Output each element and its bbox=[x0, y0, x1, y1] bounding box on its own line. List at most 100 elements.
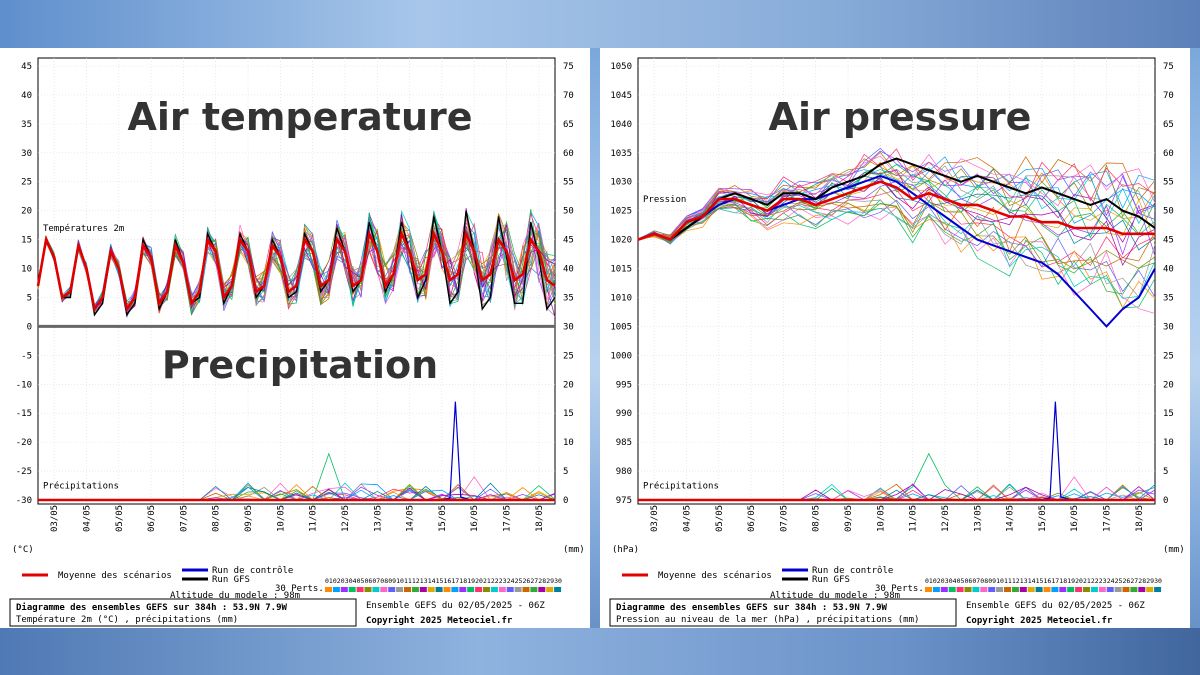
member-number: 23 bbox=[499, 577, 507, 585]
pressure-member-line bbox=[637, 203, 1156, 295]
left-axis-tick: 975 bbox=[616, 496, 632, 506]
x-axis-tick: 06/05 bbox=[747, 505, 757, 532]
left-axis-tick: 1000 bbox=[610, 351, 632, 361]
x-axis-tick: 12/05 bbox=[941, 505, 951, 532]
x-axis-tick: 10/05 bbox=[876, 505, 886, 532]
right-axis-tick: 65 bbox=[1163, 120, 1174, 130]
member-number: 09 bbox=[388, 577, 396, 585]
x-axis-tick: 04/05 bbox=[682, 505, 692, 532]
member-color-swatch bbox=[1114, 587, 1122, 592]
footer-subtitle: Température 2m (°C) , précipitations (mm… bbox=[16, 614, 238, 625]
legend-perts-label: 30 Perts. bbox=[275, 584, 324, 594]
right-axis-tick: 30 bbox=[563, 322, 574, 332]
footer-copyright: Copyright 2025 Meteociel.fr bbox=[966, 615, 1113, 626]
precip-control-peak bbox=[1039, 401, 1072, 501]
right-axis-tick: 25 bbox=[1163, 351, 1174, 361]
member-color-swatch bbox=[1043, 587, 1051, 592]
footer-title: Diagramme des ensembles GEFS sur 384h : … bbox=[616, 602, 888, 613]
right-axis-tick: 30 bbox=[1163, 322, 1174, 332]
inner-label-bottom: Précipitations bbox=[643, 480, 719, 491]
left-unit-label: (°C) bbox=[12, 545, 34, 555]
left-axis-tick: 990 bbox=[616, 409, 632, 419]
legend-control-label: Run de contrôle bbox=[812, 565, 893, 576]
left-unit-label: (hPa) bbox=[612, 545, 639, 555]
member-color-swatch bbox=[1146, 587, 1154, 592]
member-color-swatch bbox=[332, 587, 340, 592]
left-axis-tick: 985 bbox=[616, 438, 632, 448]
member-number: 07 bbox=[372, 577, 380, 585]
right-axis-tick: 70 bbox=[1163, 91, 1174, 101]
right-axis-tick: 45 bbox=[563, 236, 574, 246]
member-number: 26 bbox=[1123, 577, 1131, 585]
member-number: 18 bbox=[459, 577, 467, 585]
member-color-swatch bbox=[380, 587, 388, 592]
pressure-member-line bbox=[637, 199, 1156, 298]
member-color-swatch bbox=[996, 587, 1004, 592]
member-color-swatch bbox=[1019, 587, 1027, 592]
member-color-swatch bbox=[348, 587, 356, 592]
member-color-swatch bbox=[427, 587, 435, 592]
footer-copyright: Copyright 2025 Meteociel.fr bbox=[366, 615, 513, 626]
x-axis-tick: 10/05 bbox=[276, 505, 286, 532]
x-axis-tick: 04/05 bbox=[82, 505, 92, 532]
member-color-swatch bbox=[964, 587, 972, 592]
member-number: 04 bbox=[349, 577, 357, 585]
left-axis-tick: 0 bbox=[27, 322, 32, 332]
member-color-swatch bbox=[972, 587, 980, 592]
pressure-member-line bbox=[637, 165, 1156, 240]
left-axis-tick: -25 bbox=[16, 467, 32, 477]
pressure-chart: 1050104510401035103010251020101510101005… bbox=[609, 57, 1185, 627]
x-axis-tick: 05/05 bbox=[115, 505, 125, 532]
member-color-swatch bbox=[988, 587, 996, 592]
right-axis-tick: 5 bbox=[563, 467, 568, 477]
footer-subtitle: Pression au niveau de la mer (hPa) , pré… bbox=[616, 614, 919, 625]
member-number: 13 bbox=[420, 577, 428, 585]
x-axis-tick: 13/05 bbox=[373, 505, 383, 532]
member-color-swatch bbox=[372, 587, 380, 592]
member-number: 20 bbox=[1075, 577, 1083, 585]
pressure-member-line bbox=[637, 199, 1156, 298]
member-number: 27 bbox=[530, 577, 538, 585]
member-color-swatch bbox=[498, 587, 506, 592]
member-color-swatch bbox=[1122, 587, 1130, 592]
plot-frame bbox=[637, 57, 1156, 505]
left-axis-tick: 10 bbox=[21, 265, 32, 275]
x-axis-tick: 06/05 bbox=[147, 505, 157, 532]
precip-member-line bbox=[638, 452, 1155, 501]
member-color-swatch bbox=[980, 587, 988, 592]
member-color-swatch bbox=[1090, 587, 1098, 592]
member-number: 03 bbox=[341, 577, 349, 585]
left-axis-tick: 980 bbox=[616, 467, 632, 477]
member-number: 02 bbox=[333, 577, 341, 585]
member-color-swatch bbox=[1154, 587, 1162, 592]
member-number: 23 bbox=[1099, 577, 1107, 585]
left-axis-tick: 5 bbox=[27, 293, 32, 303]
member-number: 10 bbox=[996, 577, 1004, 585]
member-number: 30 bbox=[1154, 577, 1162, 585]
x-axis-tick: 18/05 bbox=[1135, 505, 1145, 532]
member-number: 05 bbox=[357, 577, 365, 585]
member-color-swatch bbox=[1004, 587, 1011, 592]
member-number: 14 bbox=[428, 577, 436, 585]
pressure-member-line bbox=[637, 147, 1156, 240]
pressure-mean-line bbox=[637, 180, 1155, 242]
x-axis-tick: 17/05 bbox=[503, 505, 513, 532]
right-axis-tick: 50 bbox=[1163, 207, 1174, 217]
left-axis-tick: 1035 bbox=[610, 149, 632, 159]
member-color-swatch bbox=[538, 587, 546, 592]
member-color-swatch bbox=[1067, 587, 1075, 592]
right-axis-tick: 10 bbox=[1163, 438, 1174, 448]
temperature-panel: 45 40 35 30 25 20 15 10 5 0 -5 -10 -15 -20 -25 -30 75 70 6… bbox=[0, 48, 590, 628]
x-axis-tick: 08/05 bbox=[212, 505, 222, 532]
x-axis-tick: 11/05 bbox=[309, 505, 319, 532]
right-axis-tick: 75 bbox=[563, 62, 574, 72]
right-axis-tick: 60 bbox=[1163, 149, 1174, 159]
inner-label-bottom: Précipitations bbox=[43, 480, 119, 491]
member-number: 01 bbox=[325, 577, 333, 585]
member-color-swatch bbox=[1106, 587, 1114, 592]
member-number: 09 bbox=[988, 577, 996, 585]
member-color-swatch bbox=[1083, 587, 1090, 592]
pressure-panel: 1050 1045 1040 1035 1030 1025 1020 1015 1010 1005… bbox=[600, 48, 1190, 628]
member-number: 12 bbox=[1012, 577, 1020, 585]
member-number: 25 bbox=[1115, 577, 1123, 585]
